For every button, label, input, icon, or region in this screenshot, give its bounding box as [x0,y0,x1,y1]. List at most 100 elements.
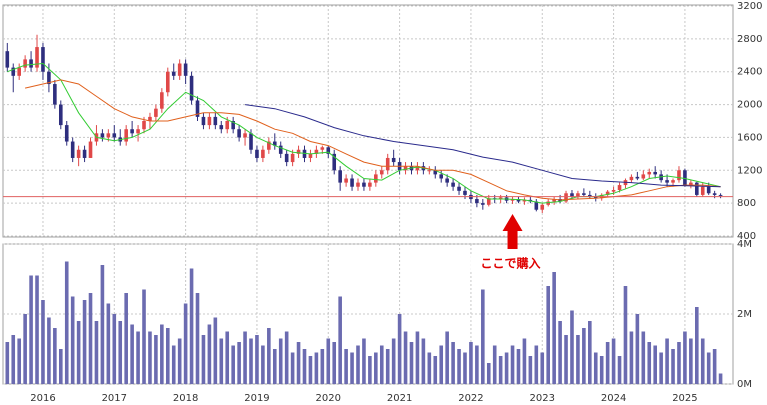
volume-bar [124,293,128,384]
candle-body [207,116,212,126]
candle-body [522,199,527,202]
candle-body [718,194,723,196]
candle-body [356,182,360,187]
candle-body [338,170,342,183]
candle-body [267,141,271,150]
candle-body [379,170,384,175]
y-tick-label: 3200 [737,1,762,12]
volume-bar [130,324,134,384]
candle-body [249,133,253,150]
candle-body [635,176,640,179]
moving-average-line [24,79,721,201]
candle-body [689,182,693,186]
candle-body [588,194,592,197]
volume-bar [439,345,444,384]
volume-bar [338,296,342,384]
volume-bar [457,349,461,384]
candle-body [17,67,21,76]
volume-bar [641,331,646,384]
volume-bar [118,321,123,384]
candle-body [23,59,27,68]
candle-body [189,75,194,101]
volume-bar [94,321,99,384]
volume-bar [706,352,711,384]
candle-body [385,157,390,171]
candle-body [391,157,396,163]
volume-bar [326,338,331,384]
candle-body [136,129,140,134]
volume-bar [421,338,426,384]
candle-body [64,125,69,142]
y-tick-label: 2M [737,309,752,320]
volume-bar [195,293,200,384]
volume-bar [106,303,111,384]
volume-bar [433,356,438,384]
volume-bar [53,328,57,384]
candle-body [647,171,652,175]
candle-body [47,71,51,85]
volume-bar [659,352,663,384]
candle-body [160,92,164,109]
candle-body [326,147,331,154]
volume-bar [409,342,414,384]
volume-bar [35,275,39,384]
volume-bar [344,349,348,384]
candle-body [671,180,675,183]
volume-bar [475,345,479,384]
volume-bar [136,331,140,384]
candle-body [665,180,669,183]
volume-bar [82,300,87,384]
volume-bar [599,356,604,384]
candle-body [35,47,39,68]
volume-bar [267,328,271,384]
candle-body [11,67,16,76]
candle-body [148,116,152,121]
volume-bar [17,338,21,384]
candle-body [255,149,259,158]
volume-bar [391,338,396,384]
candle-body [350,178,354,187]
candle-body [237,129,241,138]
candle-body [700,186,705,195]
candle-body [486,198,491,205]
volume-bar [623,286,628,384]
candle-body [261,149,265,158]
volume-bar [385,349,390,384]
candle-body [570,193,574,197]
y-tick-label: 2000 [737,100,762,111]
candle-body [58,104,63,126]
candle-body [712,193,717,195]
volume-bar [207,324,212,384]
annotation-label: ここで購入 [481,256,541,271]
moving-average-line [7,62,721,204]
volume-bar [629,331,634,384]
volume-bar [29,275,33,384]
volume-bar [308,356,313,384]
volume-bar [617,356,622,384]
volume-bar [564,335,568,384]
volume-bar [284,331,289,384]
volume-bar [427,352,432,384]
volume-bar [183,303,188,384]
volume-bar [296,342,301,384]
volume-bar [261,345,265,384]
volume-bar [552,272,556,384]
candle-body [314,149,319,154]
volume-bar [171,345,176,384]
candle-body [683,170,687,186]
volume-bar [302,349,307,384]
volume-bar [332,342,337,384]
volume-bar [314,352,319,384]
volume-bar [142,289,146,384]
volume-bar [368,356,372,384]
candle-body [130,129,134,134]
volume-bar [451,342,455,384]
candle-body [225,121,230,130]
volume-bar [23,314,27,384]
candle-body [593,196,598,199]
volume-bar [605,342,610,384]
volume-bar [165,328,170,384]
volume-bar [213,317,218,384]
candle-body [475,199,479,204]
x-tick-label: 2017 [102,393,127,404]
